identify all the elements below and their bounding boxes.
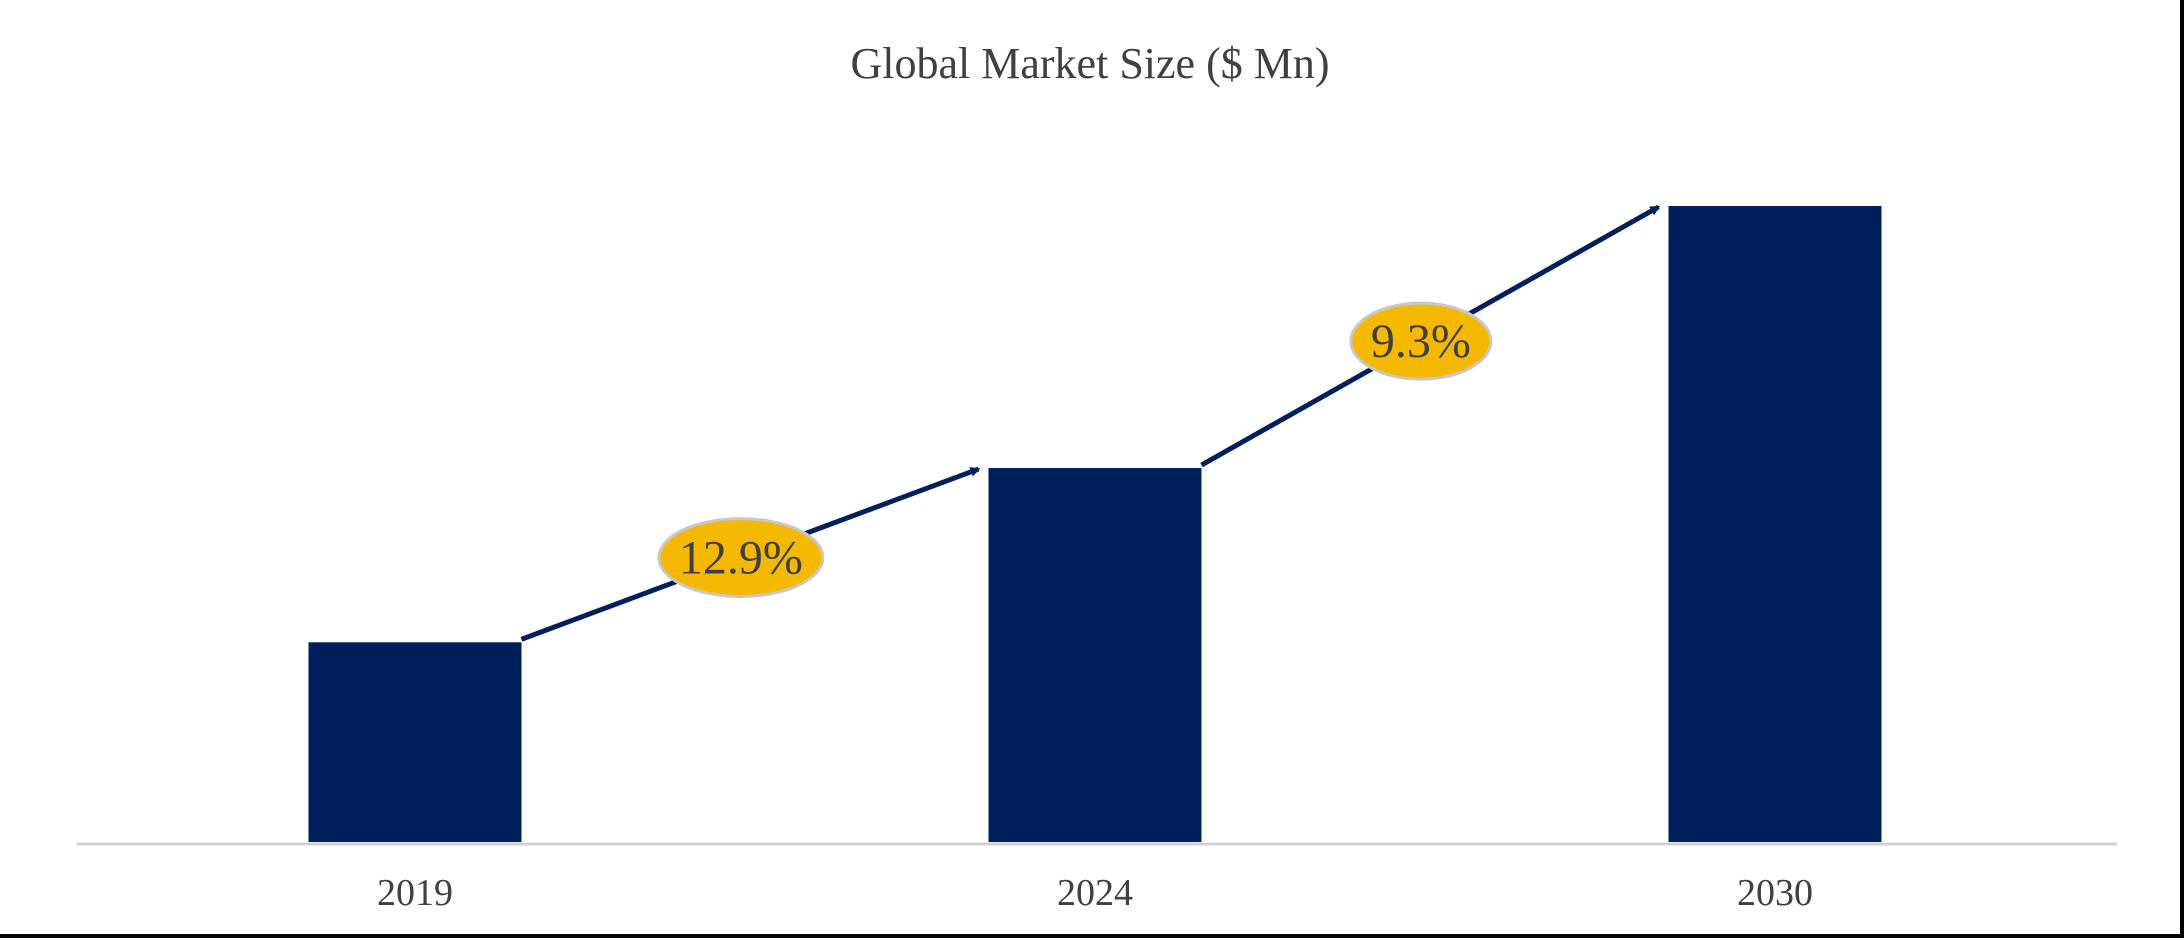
x-tick-label: 2024	[1057, 872, 1133, 914]
x-tick-label: 2019	[377, 872, 453, 914]
x-tick-label: 2030	[1737, 872, 1813, 914]
bar-2024	[988, 468, 1202, 842]
cagr-badge	[1349, 301, 1493, 381]
cagr-label: 12.9%	[679, 532, 803, 585]
chart-title: Global Market Size ($ Mn)	[851, 39, 1330, 88]
cagr-label: 9.3%	[1371, 315, 1471, 368]
bar-2019	[308, 642, 522, 842]
cagr-badge	[657, 517, 825, 599]
bar-2030	[1668, 206, 1882, 842]
